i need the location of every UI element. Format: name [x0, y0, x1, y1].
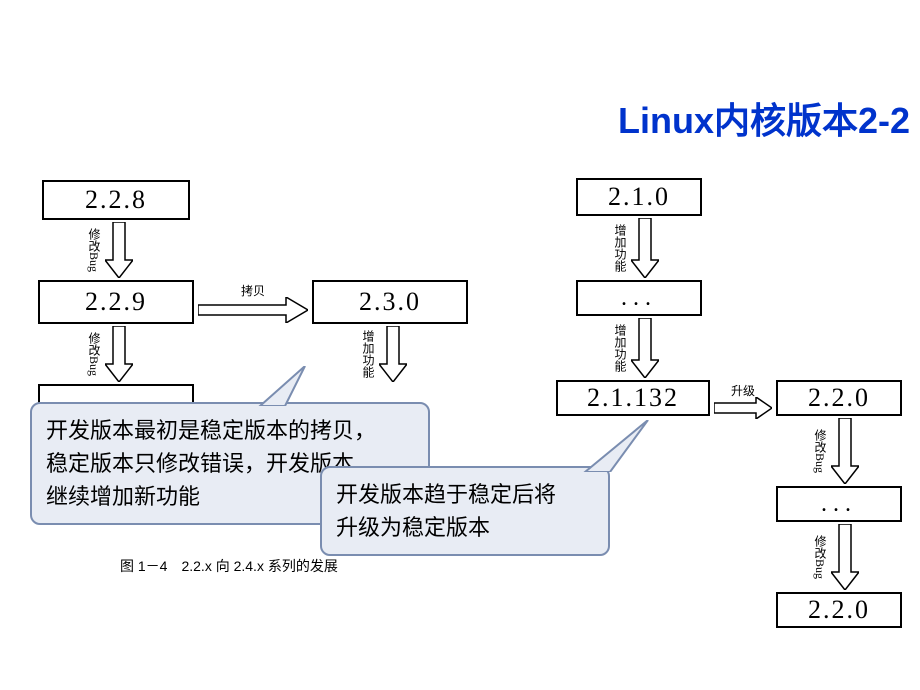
arrow-label: 修改Bug	[86, 228, 103, 272]
arrow-down-228-229: 修改Bug	[86, 222, 133, 278]
arrow-down-230-next: 增加功能	[360, 326, 407, 382]
arrow-label: 修改Bug	[812, 429, 829, 473]
arrow-label: 增加功能	[612, 224, 629, 272]
node-dots1: ...	[576, 280, 702, 316]
arrow-right-copy: 拷贝	[198, 282, 308, 323]
node-dots2: ...	[776, 486, 902, 522]
caption-left: 图 1－4 2.2.x 向 2.4.x 系列的发展	[120, 556, 338, 576]
arrow-label: 增加功能	[612, 324, 629, 372]
node-partial-left	[38, 384, 194, 404]
node-220b: 2.2.0	[776, 592, 902, 628]
node-21132: 2.1.132	[556, 380, 710, 416]
arrow-label: 增加功能	[360, 330, 377, 378]
node-230: 2.3.0	[312, 280, 468, 324]
page-title: Linux内核版本2-2	[618, 92, 910, 144]
arrow-down-r2: 增加功能	[612, 318, 659, 378]
callout-2: 开发版本趋于稳定后将 升级为稳定版本	[320, 466, 610, 556]
callout-1-pointer	[250, 366, 310, 406]
arrow-right-upgrade: 升级	[714, 382, 772, 419]
node-210: 2.1.0	[576, 178, 702, 216]
node-229: 2.2.9	[38, 280, 194, 324]
callout-2-pointer	[580, 420, 650, 472]
node-228: 2.2.8	[42, 180, 190, 220]
arrow-label: 修改Bug	[86, 332, 103, 376]
arrow-label: 修改Bug	[812, 535, 829, 579]
arrow-down-r3: 修改Bug	[812, 418, 859, 484]
arrow-down-r1: 增加功能	[612, 218, 659, 278]
arrow-down-r4: 修改Bug	[812, 524, 859, 590]
arrow-down-229-next: 修改Bug	[86, 326, 133, 382]
node-220a: 2.2.0	[776, 380, 902, 416]
